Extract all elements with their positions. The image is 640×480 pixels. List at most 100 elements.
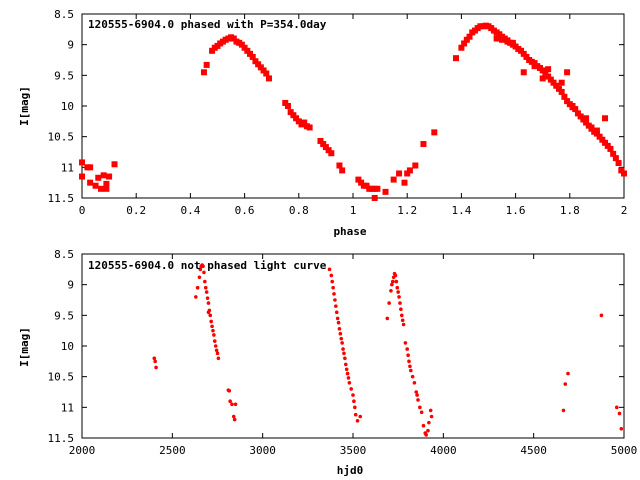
data-point bbox=[398, 301, 402, 305]
x-tick-label: 4500 bbox=[520, 444, 547, 457]
data-point bbox=[336, 162, 343, 169]
data-point bbox=[545, 66, 552, 73]
data-point bbox=[614, 405, 619, 410]
data-point bbox=[343, 356, 347, 361]
x-tick-label: 0.2 bbox=[126, 204, 146, 217]
data-point bbox=[426, 428, 430, 433]
data-point bbox=[334, 304, 338, 308]
data-point bbox=[414, 390, 419, 394]
y-tick-label: 11.5 bbox=[48, 192, 75, 205]
data-point bbox=[336, 320, 341, 325]
data-point bbox=[405, 347, 410, 351]
data-point bbox=[593, 130, 600, 137]
data-point bbox=[617, 411, 622, 416]
data-point bbox=[203, 285, 208, 290]
data-point bbox=[194, 295, 198, 299]
data-point bbox=[333, 298, 337, 302]
data-point bbox=[599, 313, 604, 318]
data-point bbox=[231, 414, 236, 419]
y-tick-label: 9 bbox=[67, 39, 74, 52]
data-point bbox=[340, 341, 344, 345]
data-point bbox=[87, 164, 94, 171]
data-point bbox=[415, 393, 419, 397]
unphased-light-curve-plot: 2000 2500 3000 3500 4000 4500 5000 8.5 9 9.5 10 10.… bbox=[18, 248, 637, 477]
data-point bbox=[531, 63, 538, 70]
data-point bbox=[257, 64, 264, 71]
data-point bbox=[558, 88, 565, 95]
data-point bbox=[385, 316, 390, 321]
data-point bbox=[353, 412, 358, 417]
x-tick-label: 0.6 bbox=[235, 204, 255, 217]
data-point bbox=[574, 110, 581, 117]
data-point bbox=[387, 301, 391, 305]
data-point bbox=[209, 319, 213, 324]
x-tick-label: 5000 bbox=[611, 444, 638, 457]
unphased-plot-title: 120555-6904.0 not phased light curve bbox=[88, 259, 327, 272]
data-point bbox=[206, 310, 211, 315]
data-point bbox=[390, 279, 395, 284]
data-point bbox=[531, 60, 538, 67]
data-point bbox=[583, 115, 590, 122]
data-point bbox=[249, 53, 256, 60]
data-point bbox=[111, 161, 118, 168]
data-point bbox=[553, 82, 560, 89]
data-point bbox=[583, 119, 590, 126]
data-point bbox=[539, 75, 546, 82]
data-point bbox=[301, 119, 308, 126]
data-point bbox=[215, 351, 220, 356]
data-point bbox=[418, 405, 422, 410]
data-point bbox=[355, 419, 360, 423]
data-point bbox=[212, 339, 217, 343]
data-point bbox=[339, 167, 346, 174]
data-point bbox=[408, 364, 412, 369]
unphased-plot-ticks: 2000 2500 3000 3500 4000 4500 5000 8.5 9 9.5 10 10.… bbox=[48, 248, 638, 457]
phased-plot-xlabel: phase bbox=[333, 225, 366, 238]
data-point bbox=[358, 179, 365, 186]
data-point bbox=[564, 98, 571, 105]
data-point bbox=[615, 160, 622, 167]
data-point bbox=[201, 264, 205, 269]
x-tick-label: 0.8 bbox=[289, 204, 309, 217]
data-point bbox=[542, 70, 549, 77]
data-point bbox=[152, 356, 157, 361]
data-point bbox=[260, 67, 267, 74]
data-point bbox=[351, 393, 355, 397]
data-point bbox=[197, 275, 202, 280]
plot-frame bbox=[81, 253, 625, 439]
data-point bbox=[208, 313, 213, 318]
data-point bbox=[520, 69, 527, 76]
data-point bbox=[227, 388, 232, 393]
x-tick-label: 2 bbox=[621, 204, 628, 217]
data-point bbox=[293, 115, 300, 122]
data-point bbox=[566, 371, 570, 376]
data-point bbox=[317, 137, 324, 144]
data-point bbox=[100, 172, 107, 179]
data-point bbox=[558, 79, 565, 86]
unphased-plot-ylabel: I[mag] bbox=[18, 327, 31, 367]
data-point bbox=[79, 173, 85, 180]
data-point bbox=[232, 417, 237, 422]
x-tick-label: 1.6 bbox=[506, 204, 526, 217]
y-tick-label: 8.5 bbox=[54, 248, 74, 261]
data-point bbox=[295, 118, 302, 125]
data-point bbox=[466, 33, 473, 40]
data-point bbox=[382, 188, 389, 195]
data-point bbox=[255, 61, 262, 68]
x-tick-label: 2000 bbox=[69, 444, 96, 457]
data-point bbox=[610, 150, 617, 157]
data-point bbox=[214, 348, 219, 353]
x-tick-label: 0.4 bbox=[180, 204, 200, 217]
data-point bbox=[429, 414, 434, 419]
data-point bbox=[577, 113, 584, 120]
data-point bbox=[200, 69, 207, 76]
data-point bbox=[216, 356, 221, 361]
data-point bbox=[233, 402, 238, 407]
data-point bbox=[561, 93, 568, 100]
data-point bbox=[325, 147, 332, 154]
data-point bbox=[463, 36, 470, 43]
data-point bbox=[493, 35, 500, 42]
data-point bbox=[545, 73, 552, 80]
data-point bbox=[602, 115, 609, 122]
data-point bbox=[209, 47, 216, 54]
